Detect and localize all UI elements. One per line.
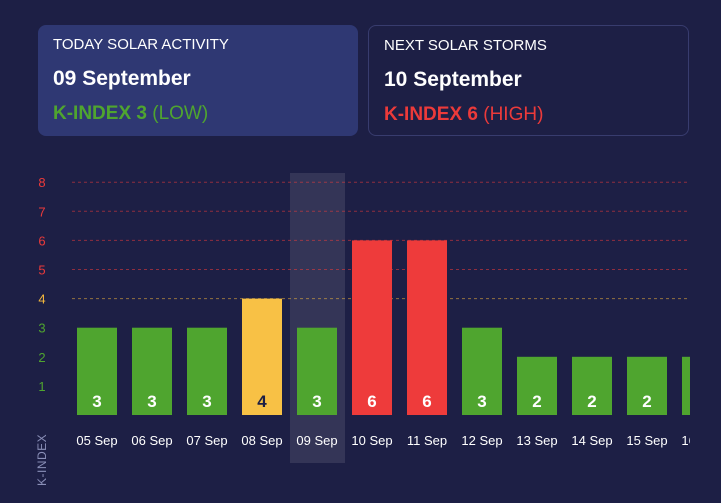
x-tick-label: 16 Sep (681, 433, 721, 448)
y-tick-label: 4 (38, 292, 45, 307)
bar-value-label: 3 (147, 392, 156, 411)
x-tick-label: 13 Sep (516, 433, 557, 448)
bar-value-label: 6 (367, 392, 376, 411)
y-tick-label: 5 (38, 263, 45, 278)
bar-value-label: 2 (587, 392, 596, 411)
today-card-title: TODAY SOLAR ACTIVITY (53, 36, 229, 53)
bar-16-sep (682, 356, 690, 415)
bars: 3 3 3 4 3 6 6 3 2 2 2 (77, 240, 690, 415)
y-axis-ticks: 1 2 3 4 5 6 7 8 9 (38, 160, 45, 394)
bar-12-sep (462, 327, 502, 415)
next-k-index-value: K-INDEX 6 (384, 104, 478, 125)
bar-09-sep (297, 327, 337, 415)
bar-05-sep (77, 327, 117, 415)
today-k-index-level: (LOW) (152, 103, 209, 124)
y-tick-label: 1 (38, 379, 45, 394)
x-tick-label: 06 Sep (131, 433, 172, 448)
y-tick-label: 6 (38, 233, 45, 248)
x-tick-label: 10 Sep (351, 433, 392, 448)
today-activity-card: TODAY SOLAR ACTIVITY 09 September K-INDE… (38, 25, 358, 136)
y-tick-label: 7 (38, 204, 45, 219)
k-index-bar-chart: 1 2 3 4 5 6 7 8 9 3 3 3 4 3 6 6 3 2 2 2 05 Sep 06 Sep 07 Sep… (35, 160, 721, 486)
x-axis-ticks: 05 Sep 06 Sep 07 Sep 08 Sep 09 Sep 10 Sep 11 S… (76, 433, 721, 448)
y-tick-label: 9 (38, 160, 45, 161)
bar-value-label: 3 (477, 392, 486, 411)
bar-value-label: 4 (257, 392, 267, 411)
x-tick-label: 07 Sep (186, 433, 227, 448)
y-tick-label: 3 (38, 321, 45, 336)
bar-value-label: 6 (422, 392, 431, 411)
bar-08-sep (242, 298, 282, 415)
bar-15-sep (627, 356, 667, 415)
bar-value-label: 3 (92, 392, 101, 411)
x-tick-label: 15 Sep (626, 433, 667, 448)
today-card-date: 09 September (53, 67, 191, 90)
x-tick-label: 09 Sep (296, 433, 337, 448)
y-tick-label: 2 (38, 350, 45, 365)
bar-value-label: 2 (642, 392, 651, 411)
bar-10-sep (352, 240, 392, 415)
x-tick-label: 11 Sep (407, 433, 447, 448)
next-k-index: K-INDEX 6 (HIGH) (384, 103, 673, 127)
x-tick-label: 14 Sep (571, 433, 612, 448)
x-tick-label: 05 Sep (76, 433, 117, 448)
next-card-title: NEXT SOLAR STORMS (384, 37, 547, 54)
x-tick-label: 12 Sep (461, 433, 502, 448)
y-axis-label: K-INDEX (35, 434, 49, 486)
bar-13-sep (517, 356, 557, 415)
next-k-index-level: (HIGH) (483, 104, 544, 125)
today-k-index-value: K-INDEX 3 (53, 103, 147, 124)
y-tick-label: 8 (38, 175, 45, 190)
next-storms-card: NEXT SOLAR STORMS 10 September K-INDEX 6… (368, 25, 689, 136)
bar-06-sep (132, 327, 172, 415)
bar-07-sep (187, 327, 227, 415)
x-tick-label: 08 Sep (241, 433, 282, 448)
bar-value-label: 3 (312, 392, 321, 411)
bar-14-sep (572, 356, 612, 415)
today-k-index: K-INDEX 3 (LOW) (53, 102, 343, 126)
bar-value-label: 3 (202, 392, 211, 411)
next-card-date: 10 September (384, 68, 522, 91)
bar-value-label: 2 (532, 392, 541, 411)
highlight-column (290, 173, 345, 463)
bar-11-sep (407, 240, 447, 415)
